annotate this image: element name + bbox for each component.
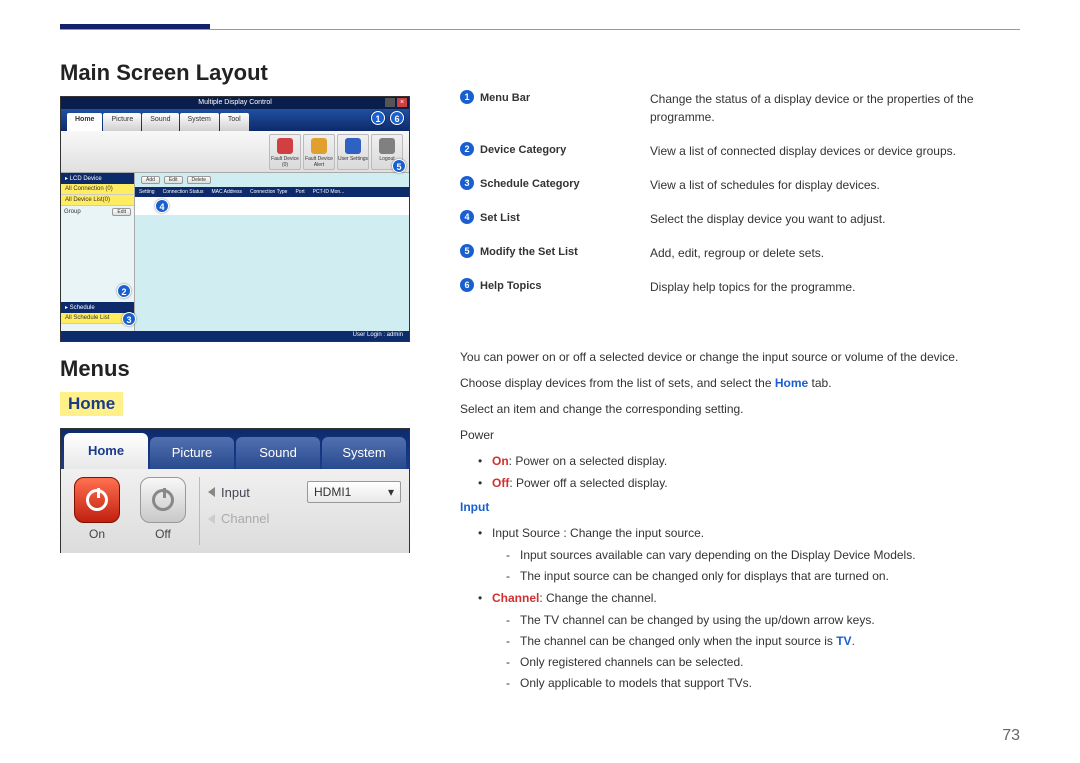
sidebar-schedule-list: All Schedule List 3 (61, 313, 134, 324)
list-header: Setting Connection Status MAC Address Co… (135, 187, 409, 197)
legend-desc: Select the display device you want to ad… (650, 210, 1020, 228)
triangle-icon (208, 487, 215, 497)
edit-button-2: Edit (164, 176, 183, 184)
chevron-down-icon: ▾ (388, 485, 394, 499)
heading-home: Home (60, 392, 123, 416)
legend-label: Schedule Category (480, 176, 650, 193)
bullet-off: Off: Power off a selected display. (478, 474, 1020, 492)
legend-row: 4 Set ListSelect the display device you w… (460, 210, 1020, 228)
sub-input-models: Input sources available can vary dependi… (506, 546, 1020, 564)
callout-5: 5 (392, 159, 406, 173)
minimize-icon (385, 98, 395, 107)
legend-number: 3 (460, 176, 474, 190)
page-number: 73 (1002, 727, 1020, 745)
input-select: HDMI1▾ (307, 481, 401, 503)
heading-main: Main Screen Layout (60, 60, 410, 86)
toolbar: Fault Device (0) Fault Device Alert User… (61, 131, 409, 173)
sub-channel-tv: The channel can be changed only when the… (506, 632, 1020, 650)
legend-label: Menu Bar (480, 90, 650, 107)
legend-row: 3 Schedule CategoryView a list of schedul… (460, 176, 1020, 194)
legend-row: 6 Help TopicsDisplay help topics for the … (460, 278, 1020, 296)
screenshot-main-layout: Multiple Display Control × Home Picture … (60, 96, 410, 342)
sub-channel-registered: Only registered channels can be selected… (506, 653, 1020, 671)
power-on-button (74, 477, 120, 523)
sub-channel-models: Only applicable to models that support T… (506, 674, 1020, 692)
sidebar-all-device-list: All Device List(0) (61, 195, 134, 206)
legend-desc: Add, edit, regroup or delete sets. (650, 244, 1020, 262)
sub-channel-arrows: The TV channel can be changed by using t… (506, 611, 1020, 629)
s2-tab-sound: Sound (236, 437, 320, 469)
window-title: Multiple Display Control × (61, 97, 409, 109)
legend-label: Device Category (480, 142, 650, 159)
tab-system: System (180, 113, 219, 131)
status-bar: User Login : admin (61, 331, 409, 341)
callout-3: 3 (122, 312, 136, 326)
para-choose: Choose display devices from the list of … (460, 374, 1020, 392)
callout-4: 4 (155, 199, 169, 213)
legend-number: 1 (460, 90, 474, 104)
on-label: On (67, 527, 127, 541)
sidebar-all-connection: All Connection (0) (61, 184, 134, 195)
tab-sound: Sound (142, 113, 178, 131)
legend-table: 1 Menu BarChange the status of a display … (460, 90, 1020, 296)
heading-menus: Menus (60, 356, 410, 382)
legend-desc: View a list of connected display devices… (650, 142, 1020, 160)
tab-tool: Tool (220, 113, 249, 131)
callout-2: 2 (117, 284, 131, 298)
add-button: Add (141, 176, 160, 184)
triangle-icon (208, 514, 215, 524)
sidebar: ▸ LCD Device All Connection (0) All Devi… (61, 173, 135, 333)
power-off-button (140, 477, 186, 523)
sub-input-on: The input source can be changed only for… (506, 567, 1020, 585)
legend-number: 5 (460, 244, 474, 258)
tab-picture: Picture (103, 113, 141, 131)
bullet-input-source: Input Source : Change the input source. … (478, 524, 1020, 585)
sidebar-schedule-header: ▸ Schedule (61, 302, 134, 313)
sidebar-group: Group Edit (61, 206, 134, 218)
s2-tab-system: System (322, 437, 406, 469)
input-heading: Input (460, 498, 1020, 516)
delete-button: Delete (187, 176, 211, 184)
tool-user-settings: User Settings (337, 134, 369, 170)
bullet-on: On: Power on a selected display. (478, 452, 1020, 470)
input-label: Input (221, 485, 301, 500)
s2-tab-picture: Picture (150, 437, 234, 469)
callout-6: 6 (390, 111, 404, 125)
para-intro: You can power on or off a selected devic… (460, 348, 1020, 366)
legend-row: 5 Modify the Set ListAdd, edit, regroup o… (460, 244, 1020, 262)
legend-number: 4 (460, 210, 474, 224)
legend-number: 2 (460, 142, 474, 156)
close-icon: × (397, 98, 407, 107)
sidebar-lcd-header: ▸ LCD Device (61, 173, 134, 184)
bullet-channel: Channel: Change the channel. The TV chan… (478, 589, 1020, 692)
power-label: Power (460, 426, 1020, 444)
menu-bar: Home Picture Sound System Tool 1 6 (61, 109, 409, 131)
legend-row: 2 Device CategoryView a list of connected… (460, 142, 1020, 160)
legend-number: 6 (460, 278, 474, 292)
legend-desc: Display help topics for the programme. (650, 278, 1020, 296)
tab-home: Home (67, 113, 102, 131)
legend-row: 1 Menu BarChange the status of a display … (460, 90, 1020, 126)
legend-label: Modify the Set List (480, 244, 650, 261)
callout-1: 1 (371, 111, 385, 125)
tool-fault-device: Fault Device (0) (269, 134, 301, 170)
legend-label: Help Topics (480, 278, 650, 295)
legend-desc: Change the status of a display device or… (650, 90, 1020, 126)
tool-fault-alert: Fault Device Alert (303, 134, 335, 170)
main-area: Add Edit Delete Setting Connection Statu… (135, 173, 409, 333)
screenshot-home-menu: Home Picture Sound System On Off (60, 428, 410, 553)
para-select: Select an item and change the correspond… (460, 400, 1020, 418)
s2-tab-home: Home (64, 433, 148, 469)
legend-desc: View a list of schedules for display dev… (650, 176, 1020, 194)
legend-label: Set List (480, 210, 650, 227)
edit-button: Edit (112, 208, 131, 216)
channel-label: Channel (221, 511, 301, 526)
off-label: Off (133, 527, 193, 541)
